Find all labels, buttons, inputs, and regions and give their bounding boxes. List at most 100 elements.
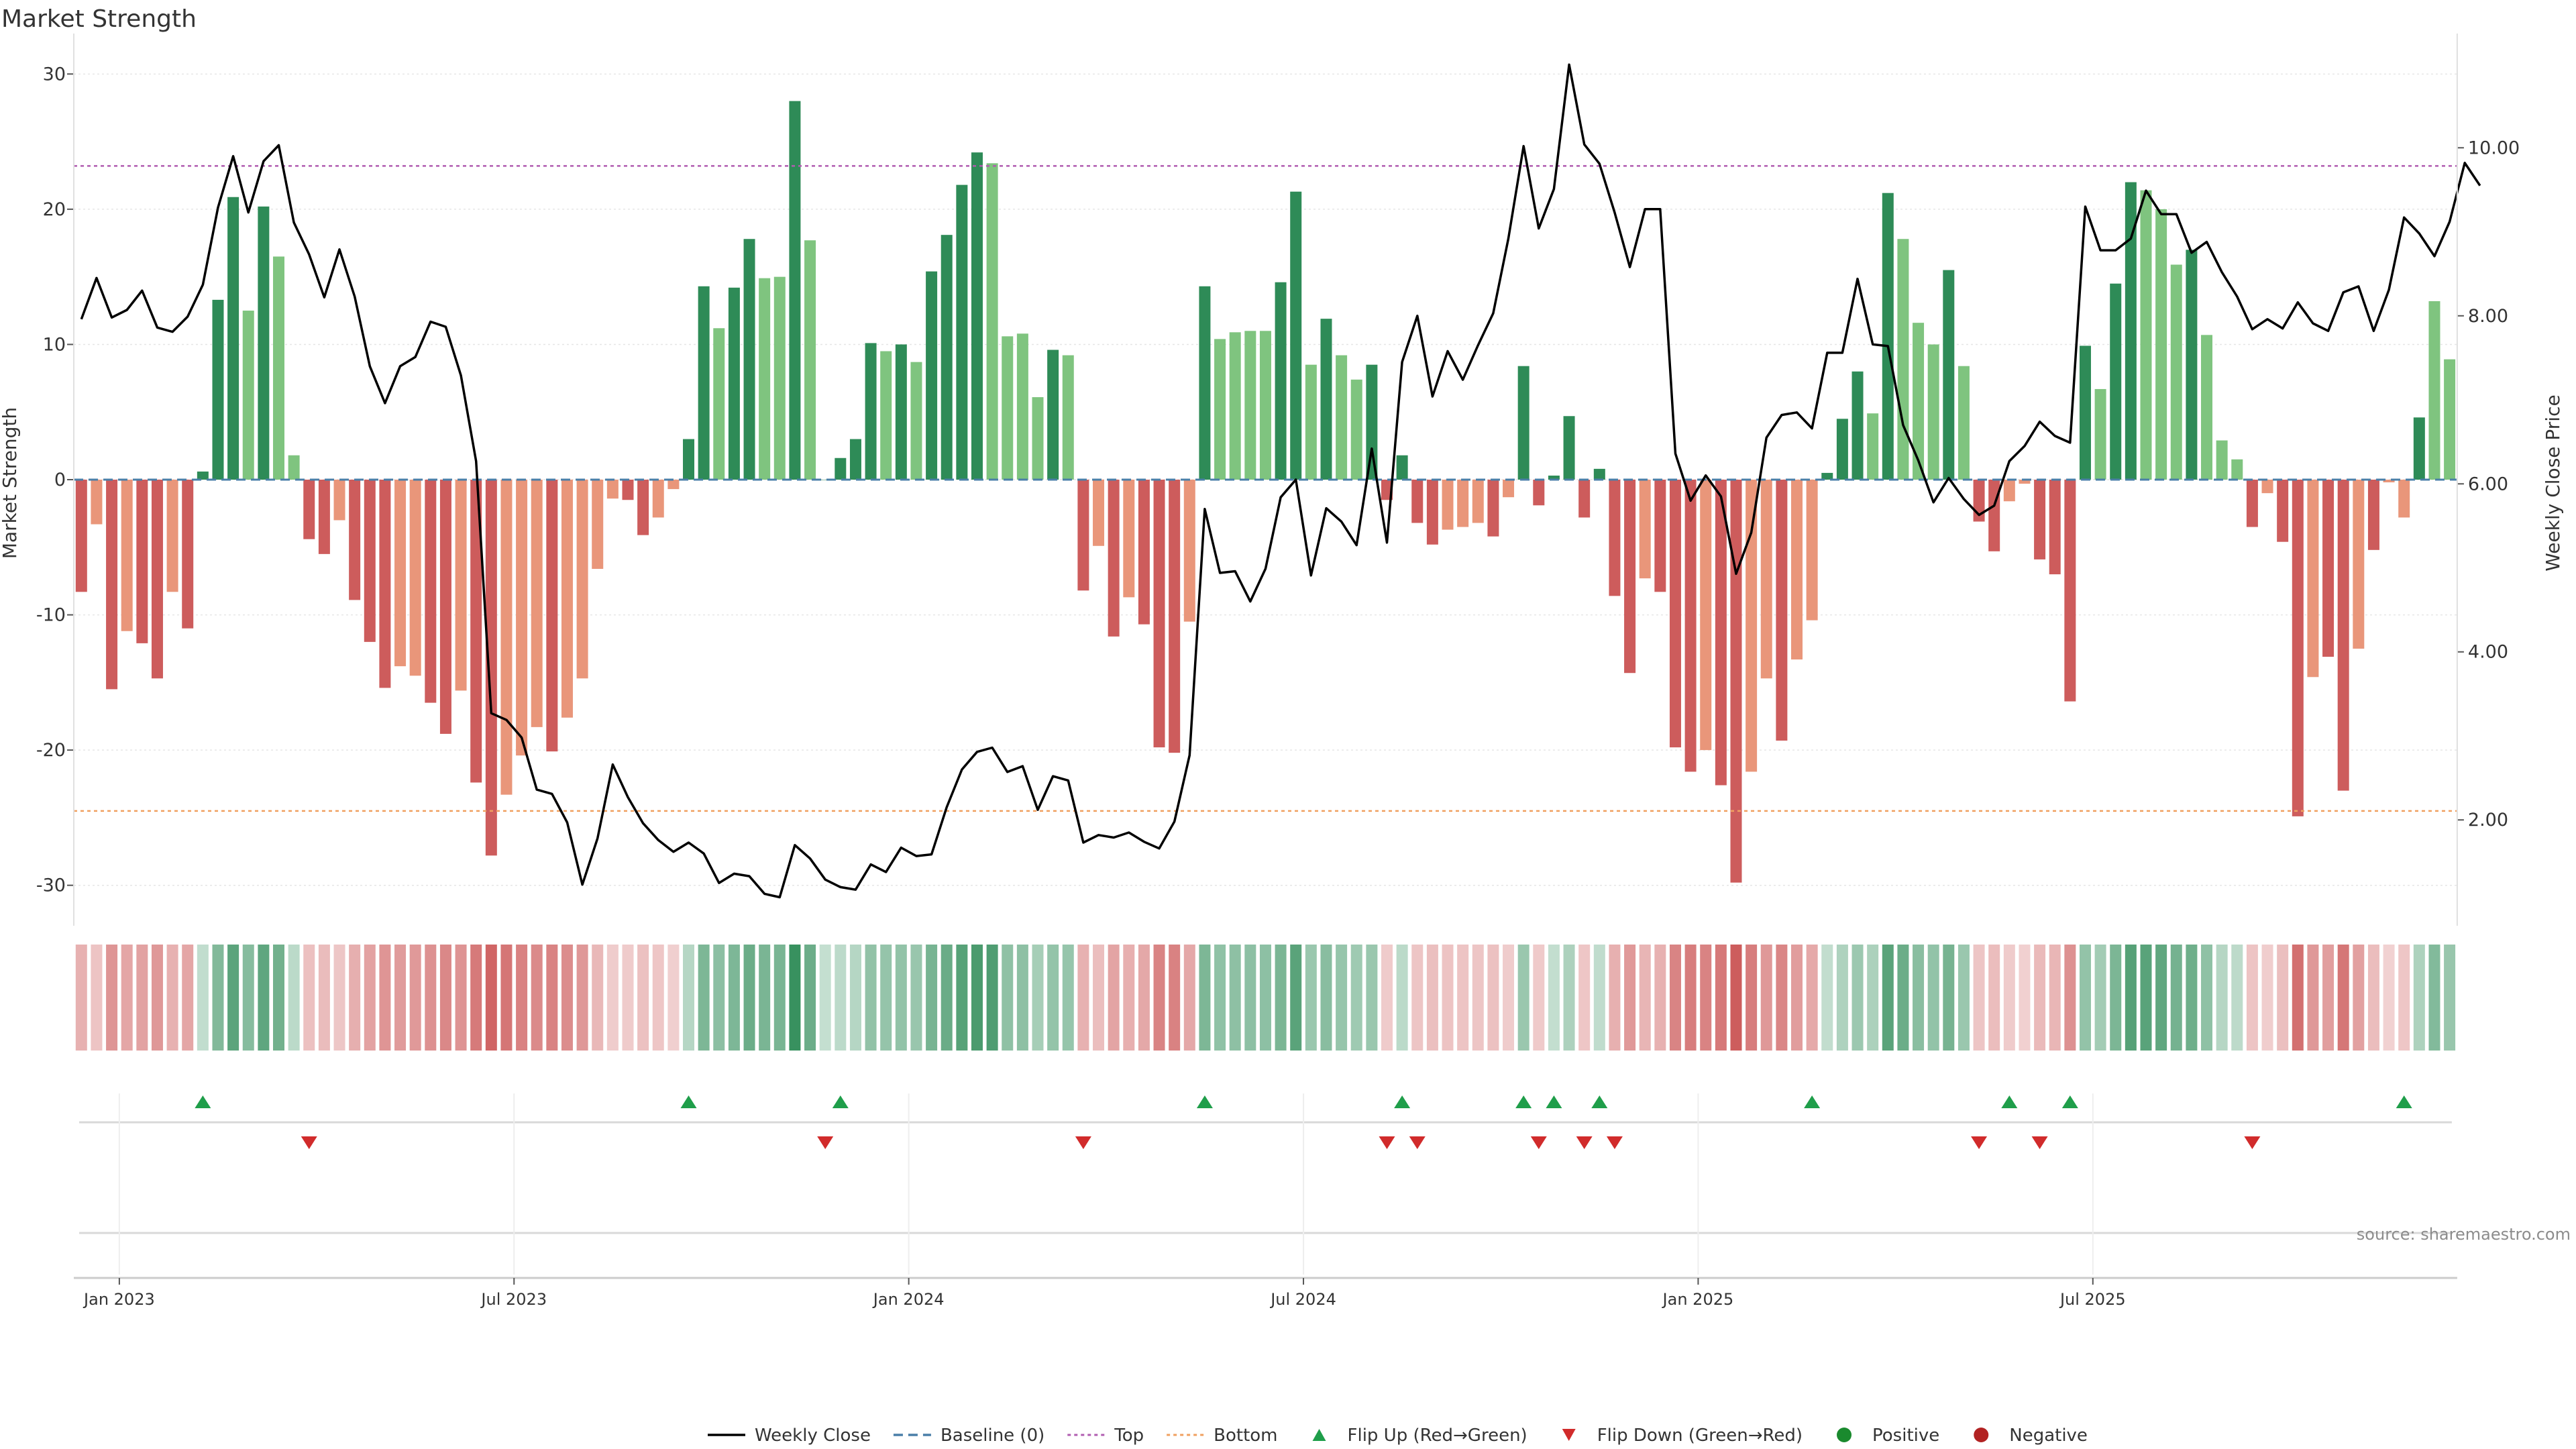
strip-cell — [1108, 945, 1120, 1051]
legend-swatch-tri-down — [1562, 1429, 1576, 1441]
flip-up-marker — [2001, 1095, 2018, 1108]
flip-down-marker — [1606, 1136, 1623, 1149]
strength-bar — [1426, 480, 1438, 545]
strength-bar — [2444, 359, 2456, 480]
strip-cell — [1411, 945, 1424, 1051]
strength-bar — [941, 235, 953, 480]
strength-bar — [2186, 250, 2198, 480]
strip-cell — [531, 945, 543, 1051]
strength-bar — [2413, 417, 2425, 480]
strip-cell — [1032, 945, 1044, 1051]
strength-bar — [2079, 345, 2091, 480]
legend: Weekly Close Baseline (0) Top Bottom Flip Up… — [708, 1426, 2088, 1446]
strength-bar — [1806, 480, 1818, 621]
strength-bar — [849, 439, 861, 480]
flip-down-marker — [301, 1136, 317, 1149]
strip-cell — [1457, 945, 1469, 1051]
flip-up-marker — [195, 1095, 211, 1108]
strip-cell — [910, 945, 922, 1051]
strip-cell — [1563, 945, 1575, 1051]
strip-cell — [349, 945, 361, 1051]
flip-up-marker — [1394, 1095, 1411, 1108]
strength-bars — [75, 101, 2456, 883]
strip-cell — [258, 945, 270, 1051]
strength-bar — [773, 276, 786, 480]
strength-bar — [1077, 480, 1089, 591]
strip-cell — [1746, 945, 1758, 1051]
strip-cell — [1684, 945, 1697, 1051]
flip-down-marker — [817, 1136, 834, 1149]
strip-cell — [485, 945, 497, 1051]
strength-bar — [379, 480, 391, 688]
strength-bar — [1244, 331, 1256, 480]
strip-cell — [106, 945, 118, 1051]
y-tick-label-right: 4.00 — [2468, 642, 2508, 663]
strength-bar — [1169, 480, 1181, 753]
strip-cell — [2231, 945, 2243, 1051]
strength-bar — [197, 471, 209, 480]
flip-up-marker — [2061, 1095, 2078, 1108]
strength-bar — [2231, 459, 2243, 480]
strength-bar — [1016, 333, 1028, 480]
strength-bar — [1700, 480, 1712, 751]
chart-title: Market Strength — [1, 5, 197, 33]
strip-cell — [789, 945, 801, 1051]
strip-cell — [1913, 945, 1925, 1051]
strip-cell — [576, 945, 588, 1051]
strip-cell — [1760, 945, 1772, 1051]
strength-bar — [1851, 371, 1864, 480]
legend-item: Weekly Close — [708, 1426, 871, 1446]
strip-cell — [2003, 945, 2015, 1051]
strength-bar — [667, 480, 680, 490]
strip-cell — [743, 945, 755, 1051]
strength-bar — [333, 480, 345, 521]
strength-bar — [1776, 480, 1788, 741]
strip-cell — [197, 945, 209, 1051]
strip-cell — [819, 945, 831, 1051]
strip-cell — [2201, 945, 2213, 1051]
strip-cell — [865, 945, 877, 1051]
strip-cell — [1047, 945, 1059, 1051]
strength-bar — [910, 362, 922, 480]
strip-cell — [2428, 945, 2440, 1051]
strip-cell — [880, 945, 892, 1051]
strength-bar — [1305, 364, 1317, 480]
strength-bar — [242, 311, 254, 480]
strip-cell — [1123, 945, 1135, 1051]
strength-bar — [1457, 480, 1469, 527]
strength-bar — [318, 480, 330, 554]
strip-cell — [379, 945, 391, 1051]
strength-bar — [288, 455, 300, 480]
strength-bar — [1654, 480, 1666, 592]
strength-bar — [1533, 480, 1545, 506]
strip-cell — [1821, 945, 1833, 1051]
strength-bar — [516, 480, 528, 756]
strip-cell — [546, 945, 558, 1051]
strength-bar — [2367, 480, 2379, 550]
strength-bar — [273, 256, 285, 480]
strength-bar — [606, 480, 619, 499]
strength-bar — [485, 480, 497, 856]
strip-cell — [288, 945, 300, 1051]
strength-bar — [683, 439, 695, 480]
strength-bar — [1882, 193, 1894, 480]
strip-cell — [1244, 945, 1256, 1051]
strip-cell — [1927, 945, 1939, 1051]
y-axis-label-left: Market Strength — [0, 407, 21, 559]
strength-bar — [1290, 191, 1302, 480]
legend-swatch-tri-up — [1312, 1429, 1326, 1441]
strip-cell — [2110, 945, 2122, 1051]
flip-down-marker — [1530, 1136, 1547, 1149]
y-tick-label-right: 10.00 — [2468, 138, 2520, 158]
strength-bar — [1503, 480, 1515, 498]
strength-bar — [1032, 397, 1044, 480]
strength-bar — [986, 163, 998, 480]
strip-cell — [2170, 945, 2182, 1051]
flip-up-marker — [1196, 1095, 1213, 1108]
strip-cell — [683, 945, 695, 1051]
y-tick-label-left: 0 — [54, 470, 66, 490]
strength-bar — [2125, 182, 2137, 480]
reference-lines — [74, 165, 2457, 812]
strength-bar — [2428, 301, 2440, 480]
